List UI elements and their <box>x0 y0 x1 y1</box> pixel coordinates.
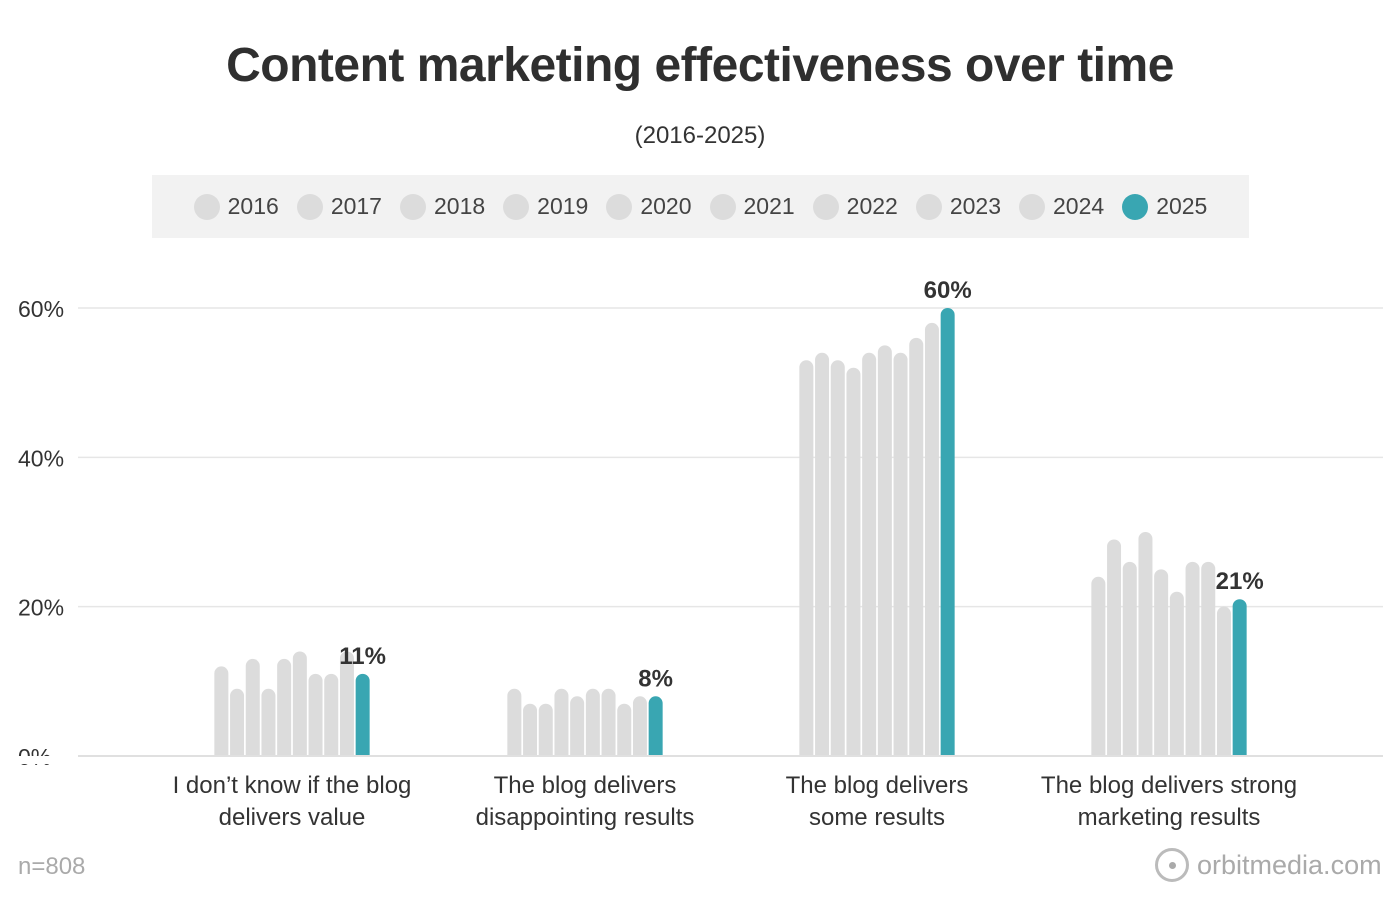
legend-label: 2024 <box>1053 193 1105 219</box>
bar-2022 <box>601 688 616 762</box>
legend-label: 2020 <box>640 193 692 219</box>
bar-2020 <box>570 696 585 762</box>
bar-2018 <box>245 658 260 762</box>
legend-swatch <box>1019 193 1046 220</box>
bar-2024 <box>924 322 939 762</box>
bar-2021 <box>585 688 600 762</box>
legend-swatch <box>503 193 530 220</box>
bar-2025 <box>355 673 370 762</box>
legend-item-2021: 2021 <box>709 193 795 220</box>
bar-2020 <box>862 352 877 762</box>
brand-logo: orbitmedia.com <box>1155 848 1382 882</box>
bar-2022 <box>308 673 323 762</box>
bar-2024 <box>339 651 354 762</box>
bar-2024 <box>1216 606 1231 762</box>
legend-label: 2025 <box>1156 193 1208 219</box>
legend-item-2025: 2025 <box>1122 193 1207 220</box>
bar-2017 <box>815 352 830 762</box>
legend-label: 2016 <box>227 193 279 219</box>
x-category-label: The blog delivers strong <box>1041 772 1297 799</box>
bar-2018 <box>1122 561 1137 762</box>
x-category-label: disappointing results <box>476 804 695 831</box>
bar-2016 <box>507 688 522 762</box>
bar-2017 <box>523 703 538 762</box>
legend-item-2016: 2016 <box>193 193 279 220</box>
legend-swatch <box>709 193 736 220</box>
legend-item-2023: 2023 <box>915 193 1002 220</box>
bar-2020 <box>1154 569 1169 762</box>
legend-swatch <box>399 193 426 220</box>
x-category-label: some results <box>809 804 945 831</box>
legend-item-2020: 2020 <box>606 193 692 220</box>
bar-2018 <box>830 360 845 762</box>
bar-2021 <box>1169 591 1184 762</box>
legend-label: 2022 <box>846 193 898 219</box>
x-category-label: delivers value <box>219 804 366 831</box>
bar-2019 <box>554 688 569 762</box>
legend-item-2018: 2018 <box>399 193 486 220</box>
bar-2024 <box>632 696 647 762</box>
brand-name: orbitmedia.com <box>1197 849 1382 880</box>
bar-2025 <box>1232 599 1247 762</box>
orbit-logo-icon <box>1155 848 1189 882</box>
legend-swatch <box>1122 193 1149 220</box>
bar-2017 <box>230 688 245 762</box>
legend-item-2017: 2017 <box>296 193 382 220</box>
x-category-label: The blog delivers <box>494 772 677 799</box>
x-category-label: I don’t know if the blog <box>173 772 412 799</box>
bar-2023 <box>909 337 924 762</box>
legend-swatch <box>193 193 220 220</box>
y-tick-label: 20% <box>18 595 64 621</box>
bar-2019 <box>846 367 861 762</box>
y-tick-label: 60% <box>18 296 64 322</box>
legend-label: 2019 <box>537 193 589 219</box>
chart-title: Content marketing effectiveness over tim… <box>226 39 1174 92</box>
legend-item-2024: 2024 <box>1019 193 1104 220</box>
legend: 2016 2017 2018 2019 2020 2021 2022 2023 2024 2025 <box>152 175 1249 238</box>
legend-item-2022: 2022 <box>812 193 898 220</box>
bar-2023 <box>324 673 339 762</box>
data-label: 11% <box>339 643 386 670</box>
legend-swatch <box>915 193 942 220</box>
legend-label: 2021 <box>743 193 795 219</box>
bar-2016 <box>214 666 229 762</box>
legend-label: 2018 <box>433 193 486 219</box>
bar-2019 <box>261 688 276 762</box>
sample-size: n=808 <box>18 853 86 880</box>
legend-swatch <box>296 193 323 220</box>
bar-2023 <box>617 703 632 762</box>
bar-2016 <box>799 360 814 762</box>
legend-item-2019: 2019 <box>503 193 588 220</box>
legend-label: 2023 <box>949 193 1002 219</box>
bar-2017 <box>1107 539 1122 762</box>
data-label: 8% <box>638 665 673 692</box>
bar-2023 <box>1201 561 1216 762</box>
legend-swatch <box>606 193 633 220</box>
bar-2021 <box>292 651 307 762</box>
legend-swatch <box>812 193 839 220</box>
data-label: 60% <box>924 277 972 304</box>
bar-2020 <box>277 658 292 762</box>
bar-2025 <box>648 696 663 762</box>
bar-2022 <box>893 352 908 762</box>
x-category-label: marketing results <box>1078 804 1261 831</box>
bar-2021 <box>877 345 892 762</box>
baseline-mask <box>0 756 1400 764</box>
bar-2022 <box>1185 561 1200 762</box>
data-label: 21% <box>1216 568 1264 595</box>
bar-2019 <box>1138 532 1153 762</box>
bar-2025 <box>940 308 955 762</box>
x-category-label: The blog delivers <box>786 772 969 799</box>
y-tick-label: 40% <box>18 445 64 471</box>
bar-2016 <box>1091 576 1106 762</box>
bar-2018 <box>538 703 553 762</box>
chart-subtitle: (2016-2025) <box>634 122 766 149</box>
legend-label: 2017 <box>330 193 382 219</box>
